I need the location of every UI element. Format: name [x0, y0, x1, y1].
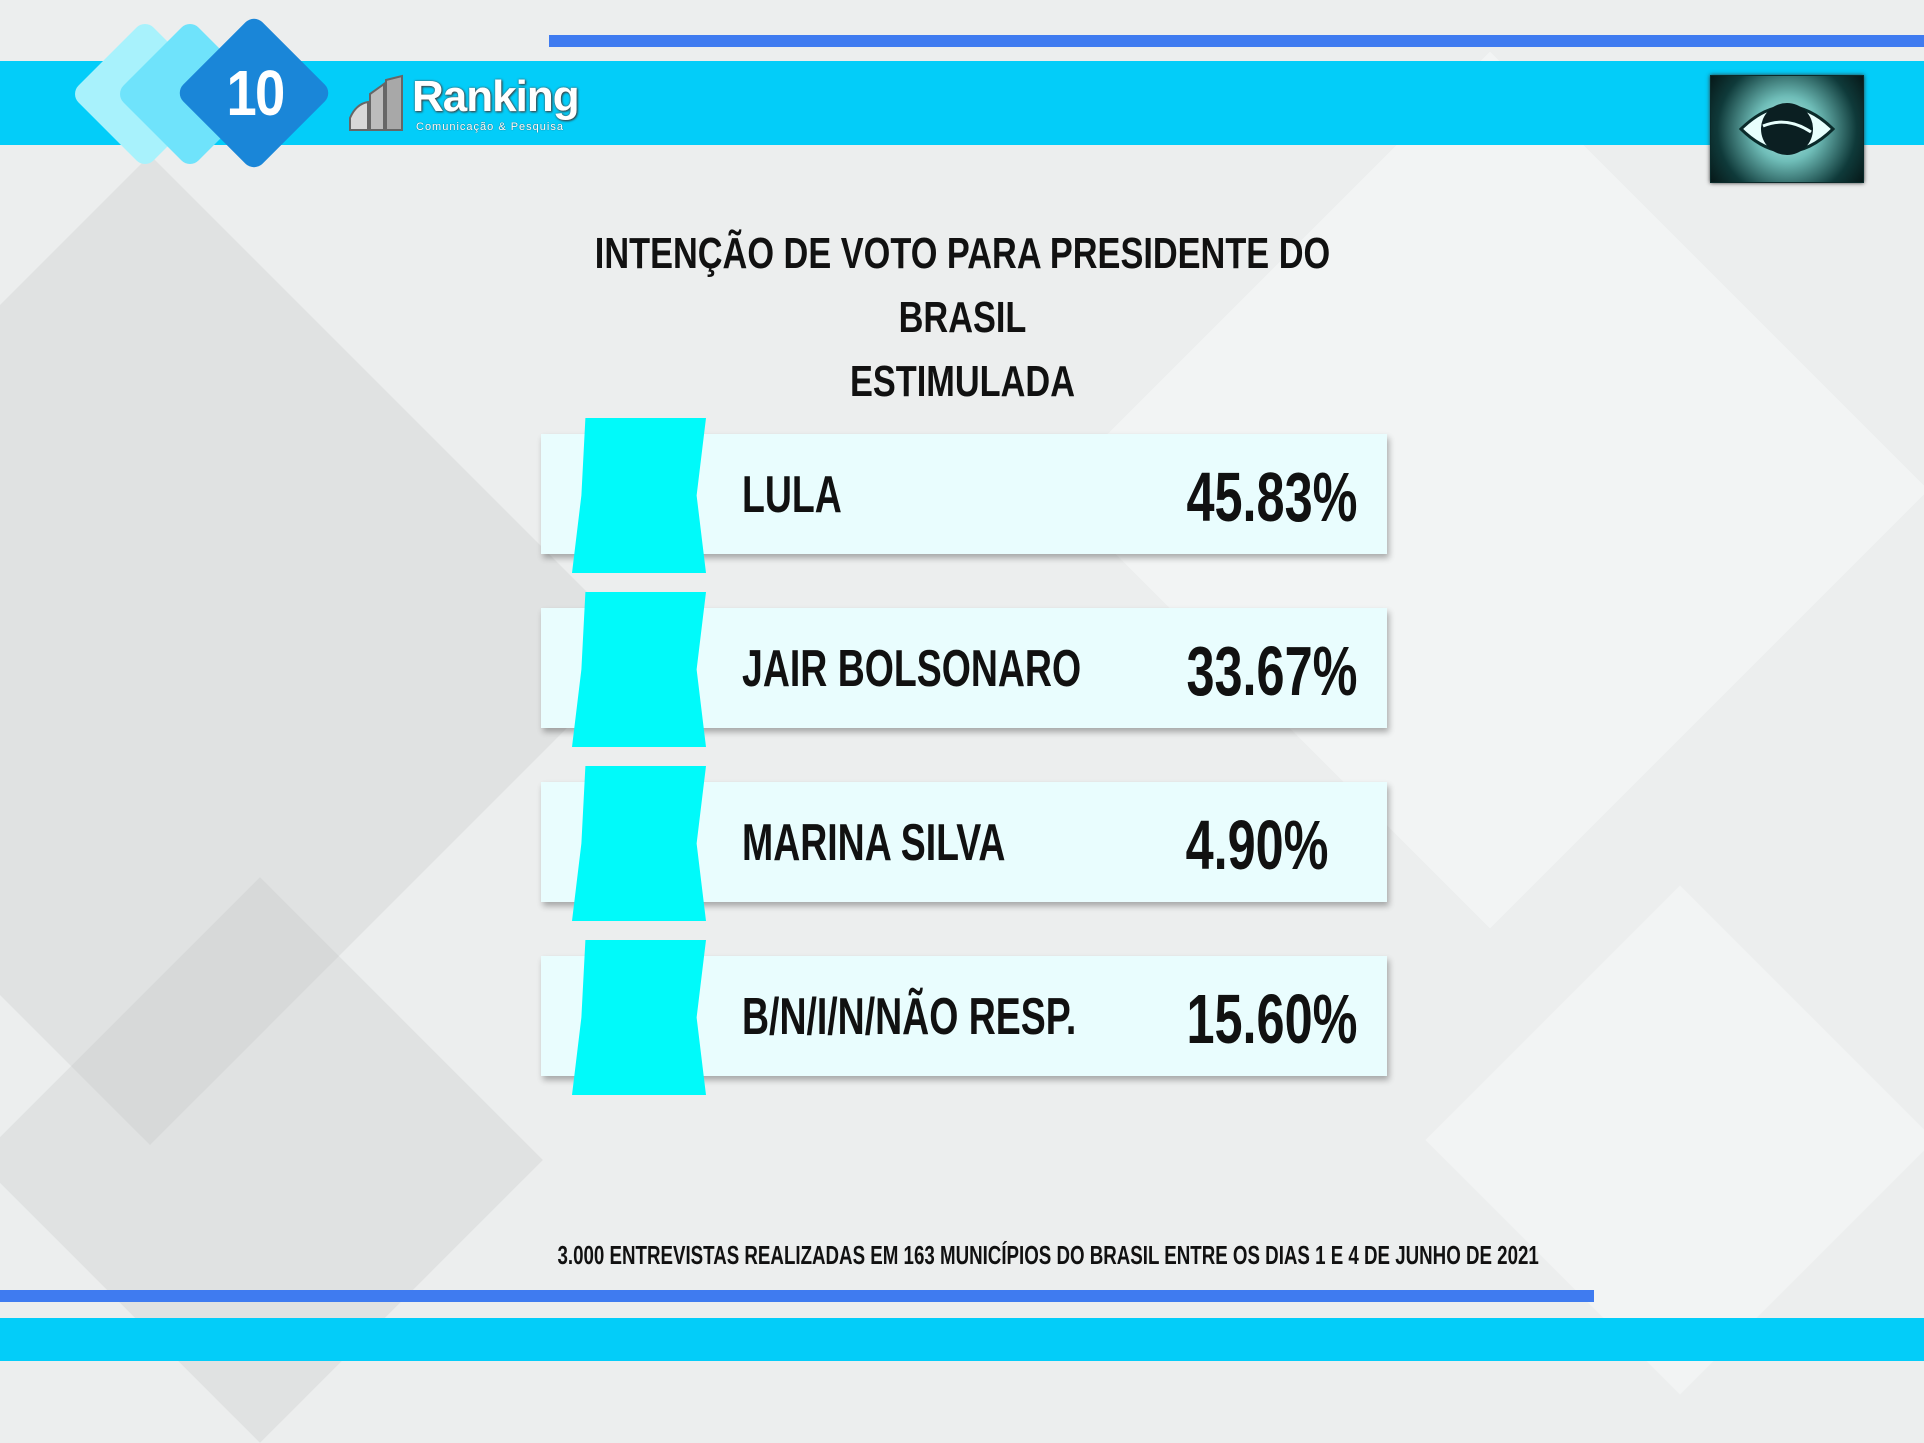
logo-text: Ranking: [412, 72, 580, 121]
candidate-percentage: 15.60%: [1186, 980, 1357, 1058]
candidate-percentage: 45.83%: [1186, 458, 1357, 536]
row-marker: [572, 418, 706, 573]
row-marker: [572, 592, 706, 747]
candidate-name: B/N/I/N/NÃO RESP.: [742, 988, 1077, 1046]
candidate-percentage: 4.90%: [1185, 806, 1328, 884]
footer-band: [0, 1318, 1924, 1361]
chart-subtitle: ESTIMULADA: [850, 357, 1075, 406]
candidate-name: JAIR BOLSONARO: [742, 640, 1082, 698]
ranking-logo-icon: [349, 74, 403, 131]
candidate-name: LULA: [742, 466, 842, 524]
chart-title: INTENÇÃO DE VOTO PARA PRESIDENTE DO BRAS…: [594, 229, 1331, 342]
chart-title-block: INTENÇÃO DE VOTO PARA PRESIDENTE DO BRAS…: [547, 222, 1378, 414]
page-number: 10: [226, 57, 285, 129]
footer-line: [0, 1290, 1594, 1302]
logo-subtitle: Comunicação & Pesquisa: [416, 121, 564, 133]
candidate-percentage: 33.67%: [1186, 632, 1357, 710]
header-top-line: [549, 35, 1924, 47]
row-marker: [572, 940, 706, 1095]
eye-globe-icon: [1710, 75, 1864, 183]
row-marker: [572, 766, 706, 921]
footnote: 3.000 ENTREVISTAS REALIZADAS EM 163 MUNI…: [557, 1240, 1539, 1270]
candidate-name: MARINA SILVA: [742, 814, 1006, 872]
